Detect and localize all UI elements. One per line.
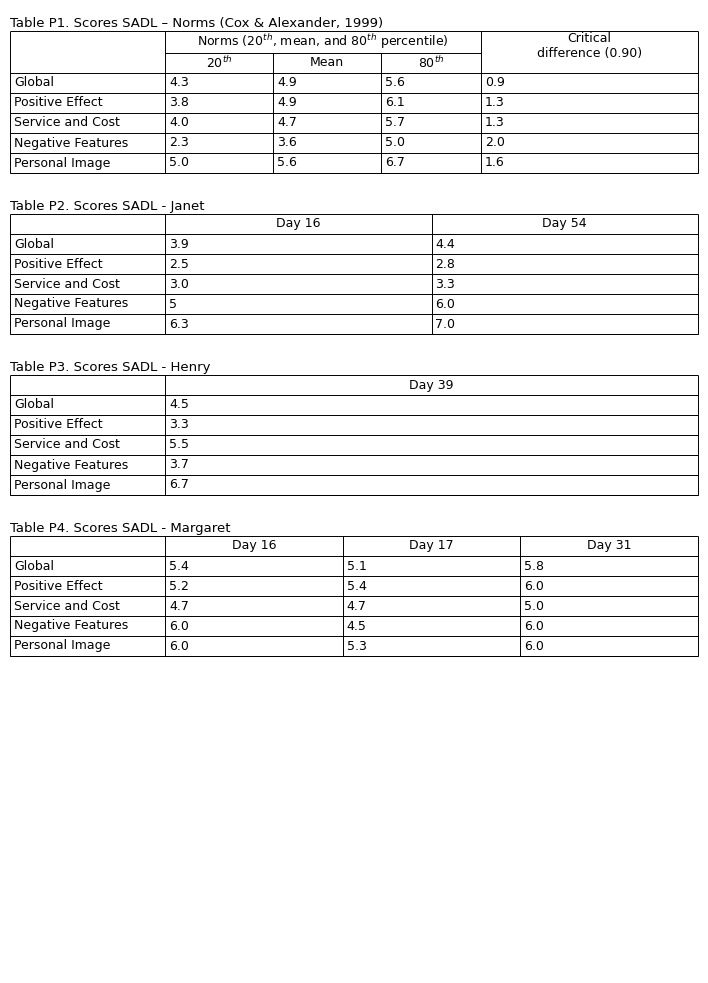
Text: 1.3: 1.3 [485,96,505,109]
Text: 4.7: 4.7 [169,600,189,612]
Text: 2.8: 2.8 [435,258,455,270]
Text: 4.5: 4.5 [169,398,189,412]
Text: 3.9: 3.9 [169,238,189,251]
Text: 3.6: 3.6 [277,137,297,149]
Text: Personal Image: Personal Image [14,640,110,653]
Text: 1.3: 1.3 [485,117,505,130]
Text: 80$^{th}$: 80$^{th}$ [418,55,444,71]
Text: 20$^{th}$: 20$^{th}$ [206,55,232,71]
Text: Personal Image: Personal Image [14,156,110,169]
Text: Service and Cost: Service and Cost [14,438,120,451]
Text: 6.3: 6.3 [169,318,189,330]
Text: 5.3: 5.3 [347,640,367,653]
Text: 3.7: 3.7 [169,458,189,472]
Text: 5.0: 5.0 [385,137,405,149]
Text: Day 31: Day 31 [587,540,632,552]
Text: Global: Global [14,559,54,572]
Text: Negative Features: Negative Features [14,298,128,311]
Text: Norms (20$^{th}$, mean, and 80$^{th}$ percentile): Norms (20$^{th}$, mean, and 80$^{th}$ pe… [197,32,449,51]
Text: 5.4: 5.4 [169,559,189,572]
Text: Day 54: Day 54 [542,217,587,230]
Text: Personal Image: Personal Image [14,479,110,492]
Text: Critical: Critical [568,32,612,45]
Text: Global: Global [14,238,54,251]
Text: Negative Features: Negative Features [14,137,128,149]
Text: 6.0: 6.0 [525,640,544,653]
Text: 4.7: 4.7 [347,600,367,612]
Text: Positive Effect: Positive Effect [14,580,103,593]
Text: 4.7: 4.7 [277,117,297,130]
Text: 6.7: 6.7 [169,479,189,492]
Text: Table P4. Scores SADL - Margaret: Table P4. Scores SADL - Margaret [10,522,231,535]
Text: 5.5: 5.5 [169,438,189,451]
Text: Positive Effect: Positive Effect [14,96,103,109]
Text: 6.0: 6.0 [169,640,189,653]
Text: 6.0: 6.0 [525,619,544,632]
Text: 3.0: 3.0 [169,277,189,291]
Text: Positive Effect: Positive Effect [14,419,103,432]
Text: Global: Global [14,77,54,89]
Text: 5.7: 5.7 [385,117,405,130]
Text: 2.3: 2.3 [169,137,189,149]
Text: Day 17: Day 17 [409,540,454,552]
Text: 3.8: 3.8 [169,96,189,109]
Text: Negative Features: Negative Features [14,458,128,472]
Text: 5.2: 5.2 [169,580,189,593]
Text: 2.5: 2.5 [169,258,189,270]
Text: 6.0: 6.0 [525,580,544,593]
Text: 5.8: 5.8 [525,559,544,572]
Text: Personal Image: Personal Image [14,318,110,330]
Text: 5.6: 5.6 [277,156,297,169]
Text: Service and Cost: Service and Cost [14,600,120,612]
Text: 6.7: 6.7 [385,156,405,169]
Text: Service and Cost: Service and Cost [14,117,120,130]
Text: 2.0: 2.0 [485,137,505,149]
Text: Day 39: Day 39 [409,378,454,391]
Text: 4.9: 4.9 [277,77,297,89]
Text: 7.0: 7.0 [435,318,455,330]
Text: 4.5: 4.5 [347,619,367,632]
Text: Negative Features: Negative Features [14,619,128,632]
Text: 4.9: 4.9 [277,96,297,109]
Text: 6.1: 6.1 [385,96,405,109]
Text: Table P2. Scores SADL - Janet: Table P2. Scores SADL - Janet [10,200,205,212]
Text: Global: Global [14,398,54,412]
Text: 4.3: 4.3 [169,77,189,89]
Text: difference (0.90): difference (0.90) [537,47,642,60]
Text: 5.1: 5.1 [347,559,367,572]
Text: Day 16: Day 16 [232,540,276,552]
Text: 3.3: 3.3 [435,277,455,291]
Text: 4.0: 4.0 [169,117,189,130]
Text: 1.6: 1.6 [485,156,505,169]
Text: Table P3. Scores SADL - Henry: Table P3. Scores SADL - Henry [10,361,210,374]
Text: 3.3: 3.3 [169,419,189,432]
Text: Table P1. Scores SADL – Norms (Cox & Alexander, 1999): Table P1. Scores SADL – Norms (Cox & Ale… [10,17,383,29]
Text: 6.0: 6.0 [435,298,455,311]
Text: 5.4: 5.4 [347,580,367,593]
Text: Service and Cost: Service and Cost [14,277,120,291]
Text: 5.6: 5.6 [385,77,405,89]
Text: 6.0: 6.0 [169,619,189,632]
Text: 5.0: 5.0 [525,600,544,612]
Text: 4.4: 4.4 [435,238,455,251]
Text: 0.9: 0.9 [485,77,505,89]
Text: Mean: Mean [310,56,344,70]
Text: Day 16: Day 16 [276,217,321,230]
Text: 5.0: 5.0 [169,156,189,169]
Text: Positive Effect: Positive Effect [14,258,103,270]
Text: 5: 5 [169,298,177,311]
